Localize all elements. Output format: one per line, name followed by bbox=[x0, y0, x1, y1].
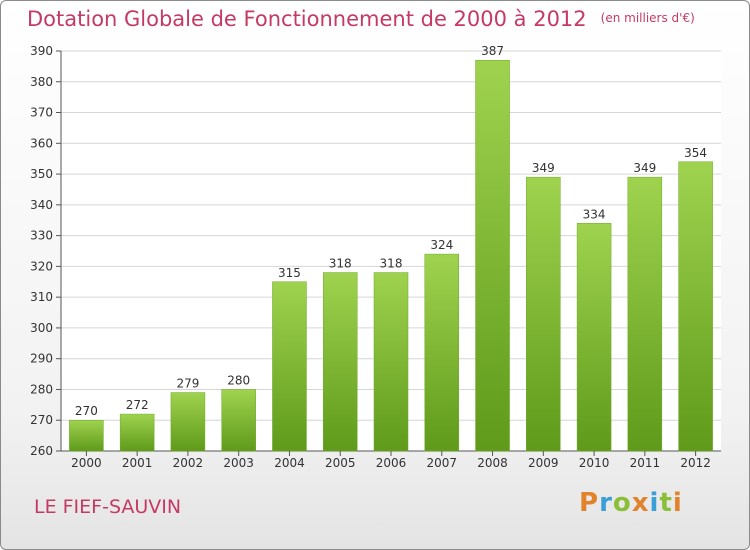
bar-2006 bbox=[373, 272, 409, 452]
bar-value-label: 318 bbox=[380, 257, 403, 271]
y-tick-label: 290 bbox=[30, 352, 53, 366]
logo-letter: o bbox=[612, 488, 632, 518]
y-tick-label: 330 bbox=[30, 229, 53, 243]
y-tick-label: 310 bbox=[30, 290, 53, 304]
bar-value-label: 354 bbox=[684, 146, 707, 160]
x-tick-label: 2008 bbox=[477, 456, 508, 470]
y-tick-label: 380 bbox=[30, 75, 53, 89]
y-tick-label: 360 bbox=[30, 136, 53, 150]
bar-value-label: 270 bbox=[75, 404, 98, 418]
bar-value-label: 349 bbox=[532, 161, 555, 175]
bar-value-label: 315 bbox=[278, 266, 301, 280]
logo-letter: i bbox=[649, 488, 660, 518]
x-tick-label: 2010 bbox=[579, 456, 610, 470]
y-tick-label: 260 bbox=[30, 444, 53, 458]
x-tick-label: 2005 bbox=[325, 456, 356, 470]
x-tick-label: 2001 bbox=[122, 456, 153, 470]
bar-2007 bbox=[424, 253, 460, 452]
bar-value-label: 387 bbox=[481, 44, 504, 58]
x-tick-label: 2003 bbox=[223, 456, 254, 470]
y-tick-label: 350 bbox=[30, 167, 53, 181]
y-tick-label: 340 bbox=[30, 198, 53, 212]
x-tick-label: 2000 bbox=[71, 456, 102, 470]
commune-name: LE FIEF-SAUVIN bbox=[34, 496, 182, 518]
chart-title: Dotation Globale de Fonctionnement de 20… bbox=[27, 7, 695, 31]
bar-value-label: 280 bbox=[227, 373, 250, 387]
bar-2000 bbox=[69, 419, 104, 452]
x-tick-label: 2011 bbox=[630, 456, 661, 470]
x-tick-label: 2007 bbox=[426, 456, 457, 470]
x-tick-label: 2006 bbox=[376, 456, 407, 470]
bar-value-label: 349 bbox=[633, 161, 656, 175]
bar-2003 bbox=[221, 389, 256, 452]
bar-2009 bbox=[526, 176, 561, 452]
bar-value-label: 334 bbox=[583, 207, 606, 221]
logo-letter: x bbox=[631, 488, 650, 518]
x-tick-label: 2004 bbox=[274, 456, 305, 470]
bar-2001 bbox=[119, 413, 155, 452]
y-tick-label: 370 bbox=[30, 106, 53, 120]
x-tick-label: 2002 bbox=[173, 456, 204, 470]
logo-letter: r bbox=[599, 488, 613, 518]
x-tick-label: 2009 bbox=[528, 456, 559, 470]
y-tick-label: 270 bbox=[30, 413, 53, 427]
proxiti-logo: Proxiti bbox=[579, 488, 683, 518]
y-tick-label: 280 bbox=[30, 382, 53, 396]
bar-value-label: 324 bbox=[430, 238, 453, 252]
bar-value-label: 272 bbox=[126, 398, 149, 412]
y-tick-label: 390 bbox=[30, 44, 53, 58]
logo-letter: i bbox=[672, 488, 683, 518]
x-tick-label: 2012 bbox=[680, 456, 711, 470]
chart-unit-note: (en milliers d'€) bbox=[600, 11, 695, 25]
bar-2008 bbox=[475, 59, 510, 452]
bar-2012 bbox=[678, 161, 713, 452]
y-tick-label: 320 bbox=[30, 259, 53, 273]
bar-2010 bbox=[576, 223, 612, 452]
chart-title-text: Dotation Globale de Fonctionnement de 20… bbox=[27, 7, 587, 31]
logo-letter: t bbox=[659, 488, 673, 518]
bar-2005 bbox=[322, 272, 358, 452]
bar-2002 bbox=[170, 392, 206, 452]
bar-2011 bbox=[627, 176, 663, 452]
logo-letter: P bbox=[579, 488, 600, 518]
bar-value-label: 279 bbox=[176, 377, 199, 391]
bar-2004 bbox=[272, 281, 307, 452]
y-tick-label: 300 bbox=[30, 321, 53, 335]
bar-value-label: 318 bbox=[329, 257, 352, 271]
